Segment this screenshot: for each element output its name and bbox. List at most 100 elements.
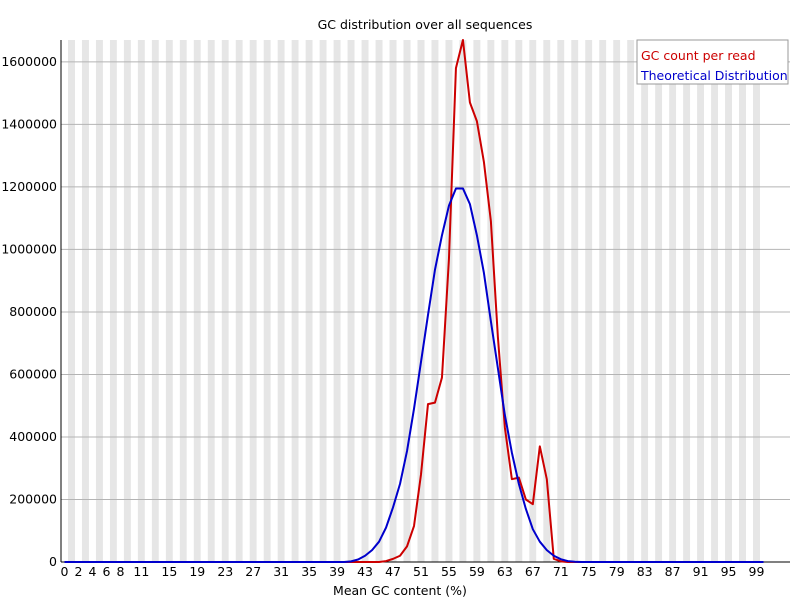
background-band	[137, 40, 145, 562]
y-tick-label: 600000	[9, 366, 57, 381]
series-line-theoretical	[64, 187, 764, 563]
background-band	[627, 40, 635, 562]
background-band	[284, 40, 292, 562]
background-band	[305, 40, 313, 562]
background-band	[501, 40, 509, 562]
background-band	[648, 40, 656, 562]
background-band	[95, 40, 103, 562]
y-tick-label: 1400000	[1, 116, 57, 131]
background-band	[368, 40, 376, 562]
x-tick-label: 87	[665, 564, 681, 579]
background-band	[270, 40, 278, 562]
x-tick-label: 35	[301, 564, 317, 579]
background-band	[144, 40, 152, 562]
background-band	[620, 40, 628, 562]
background-band	[130, 40, 138, 562]
background-band	[599, 40, 607, 562]
background-band	[214, 40, 222, 562]
x-tick-label: 55	[441, 564, 457, 579]
x-tick-label: 15	[161, 564, 177, 579]
x-axis-label: Mean GC content (%)	[333, 583, 467, 598]
background-band	[109, 40, 117, 562]
background-band	[424, 40, 432, 562]
background-band	[725, 40, 733, 562]
background-band	[487, 40, 495, 562]
background-band	[606, 40, 614, 562]
background-band	[193, 40, 201, 562]
x-tick-label: 71	[553, 564, 569, 579]
background-band	[445, 40, 453, 562]
x-tick-label: 51	[413, 564, 429, 579]
x-tick-label: 27	[245, 564, 261, 579]
background-band	[347, 40, 355, 562]
background-band	[312, 40, 320, 562]
background-band	[172, 40, 180, 562]
background-band	[396, 40, 404, 562]
x-tick-label: 4	[88, 564, 96, 579]
background-band	[683, 40, 691, 562]
background-band	[466, 40, 474, 562]
background-band	[123, 40, 131, 562]
legend: GC count per read Theoretical Distributi…	[636, 39, 789, 85]
background-band	[410, 40, 418, 562]
background-band	[529, 40, 537, 562]
background-band	[697, 40, 705, 562]
x-tick-label: 63	[497, 564, 513, 579]
background-band	[151, 40, 159, 562]
x-tick-label: 75	[581, 564, 597, 579]
background-band	[116, 40, 124, 562]
background-band	[354, 40, 362, 562]
background-band	[585, 40, 593, 562]
background-band	[452, 40, 460, 562]
background-band	[522, 40, 530, 562]
background-band	[207, 40, 215, 562]
background-band	[158, 40, 166, 562]
background-band	[221, 40, 229, 562]
background-band	[61, 40, 68, 562]
background-band	[515, 40, 523, 562]
background-band	[102, 40, 110, 562]
background-band	[571, 40, 579, 562]
background-band	[711, 40, 719, 562]
background-band	[494, 40, 502, 562]
background-band	[179, 40, 187, 562]
background-band	[431, 40, 439, 562]
x-tick-label: 39	[329, 564, 345, 579]
x-tick-label: 59	[469, 564, 485, 579]
background-band	[578, 40, 586, 562]
background-band	[389, 40, 397, 562]
background-band	[417, 40, 425, 562]
y-tick-label: 0	[49, 554, 57, 569]
background-band	[669, 40, 677, 562]
chart-title: GC distribution over all sequences	[318, 17, 533, 32]
background-band	[333, 40, 341, 562]
background-band	[403, 40, 411, 562]
series-lines	[64, 39, 764, 563]
background-band	[361, 40, 369, 562]
y-tick-label: 200000	[9, 491, 57, 506]
x-tick-label: 31	[273, 564, 289, 579]
background-band	[186, 40, 194, 562]
x-tick-label: 19	[189, 564, 205, 579]
x-tick-label: 0	[61, 564, 69, 579]
background-band	[235, 40, 243, 562]
y-tick-label: 800000	[9, 304, 57, 319]
legend-box	[636, 39, 789, 85]
background-band	[228, 40, 236, 562]
x-tick-label: 79	[609, 564, 625, 579]
background-band	[739, 40, 747, 562]
background-band	[746, 40, 754, 562]
background-band	[760, 40, 767, 562]
x-tick-label: 8	[116, 564, 124, 579]
x-tick-label: 2	[74, 564, 82, 579]
background-band	[81, 40, 89, 562]
background-band	[67, 40, 75, 562]
background-bands	[61, 40, 767, 562]
background-band	[291, 40, 299, 562]
y-tick-label: 1200000	[1, 179, 57, 194]
background-band	[508, 40, 516, 562]
background-band	[543, 40, 551, 562]
background-band	[634, 40, 642, 562]
background-band	[550, 40, 558, 562]
background-band	[564, 40, 572, 562]
